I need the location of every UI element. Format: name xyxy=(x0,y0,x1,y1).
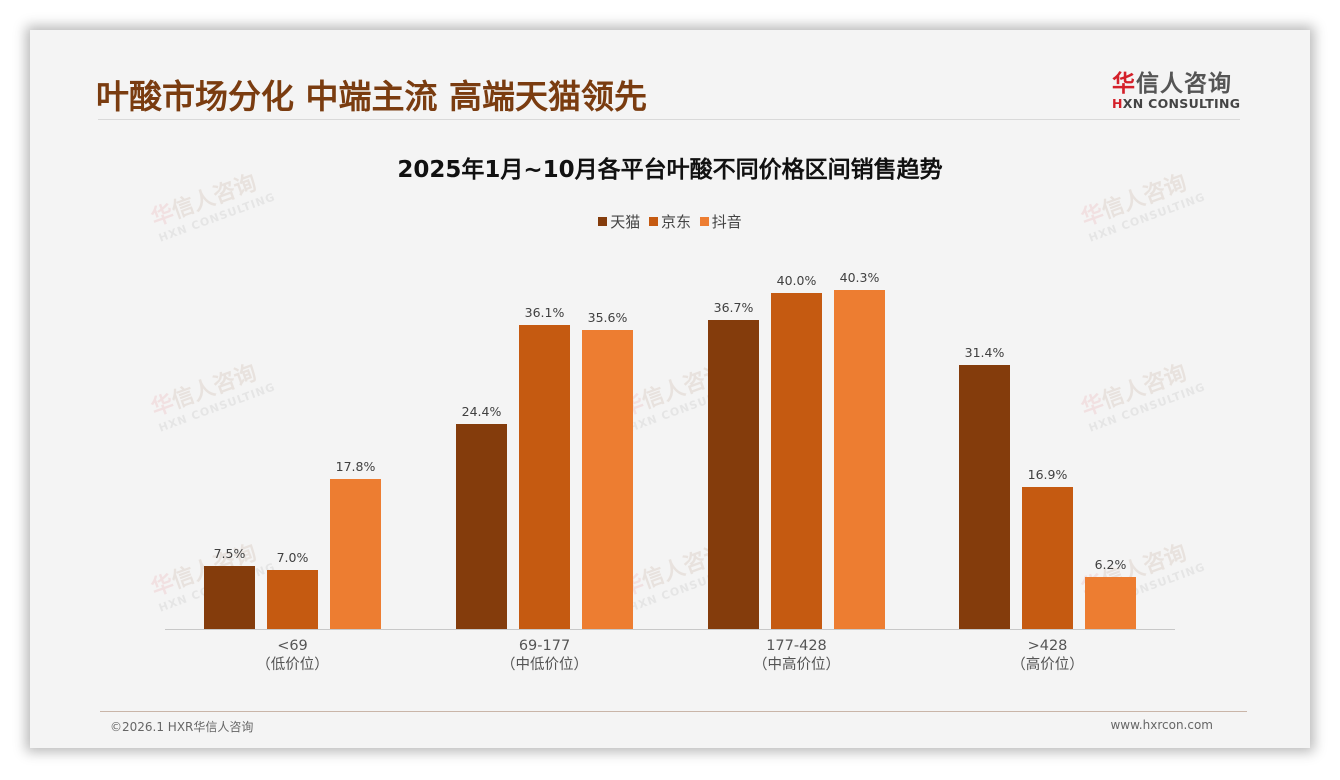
data-label: 36.7% xyxy=(713,300,754,315)
slide: 华信人咨询 HXN CONSULTING 华信人咨询 HXN CONSULTIN… xyxy=(30,30,1310,748)
company-logo: 华信人咨询 HXN CONSULTING xyxy=(1112,64,1240,111)
header-divider xyxy=(98,119,1240,120)
data-label: 7.0% xyxy=(276,550,309,565)
category-range: >428 xyxy=(1027,638,1068,654)
data-label: 40.3% xyxy=(839,270,880,285)
category-tier: （低价位） xyxy=(256,657,329,673)
bar xyxy=(330,479,381,629)
category-tier: （中高价位） xyxy=(753,657,840,673)
data-label: 7.5% xyxy=(213,546,246,561)
category-tier: （高价位） xyxy=(1011,657,1084,673)
bar xyxy=(519,325,570,629)
bar xyxy=(456,424,507,629)
bar xyxy=(959,365,1010,629)
footer-divider xyxy=(100,711,1247,712)
category-range: <69 xyxy=(277,638,308,654)
data-label: 24.4% xyxy=(461,404,502,419)
chart-title: 2025年1月~10月各平台叶酸不同价格区间销售趋势 xyxy=(397,157,943,183)
bar xyxy=(1085,577,1136,629)
x-axis-category-label: 177-428 （中高价位） xyxy=(697,637,897,675)
bar-chart-plot: 7.5% 7.0% 17.8% <69 （低价位） 24.4% 36.1% 35.6% 69-1… xyxy=(30,30,1310,748)
legend-item-tmall: 天猫 xyxy=(598,211,640,232)
data-label: 35.6% xyxy=(587,310,628,325)
footer-copyright: ©2026.1 HXR华信人咨询 xyxy=(110,720,254,734)
category-tier: （中低价位） xyxy=(501,657,588,673)
page-title: 叶酸市场分化 中端主流 高端天猫领先 xyxy=(96,77,647,116)
data-label: 16.9% xyxy=(1027,467,1068,482)
bar xyxy=(1022,487,1073,629)
data-label: 31.4% xyxy=(964,345,1005,360)
chart-legend: 天猫 京东 抖音 xyxy=(30,211,1310,232)
data-label: 36.1% xyxy=(524,305,565,320)
x-axis-category-label: <69 （低价位） xyxy=(193,637,393,675)
bar xyxy=(582,330,633,629)
data-label: 40.0% xyxy=(776,273,817,288)
logo-chinese: 华信人咨询 xyxy=(1112,71,1232,97)
x-axis-line xyxy=(165,629,1175,630)
footer-website: www.hxrcon.com xyxy=(1110,718,1213,732)
legend-swatch-icon xyxy=(598,217,608,226)
category-range: 69-177 xyxy=(518,638,571,654)
legend-swatch-icon xyxy=(648,217,658,226)
bar xyxy=(267,570,318,629)
bar xyxy=(204,566,255,629)
bar xyxy=(834,290,885,629)
category-range: 177-428 xyxy=(766,638,827,654)
x-axis-category-label: >428 （高价位） xyxy=(948,637,1148,675)
bar xyxy=(771,293,822,629)
logo-english: HXN CONSULTING xyxy=(1112,96,1241,111)
legend-item-douyin: 抖音 xyxy=(699,211,742,232)
legend-item-jd: 京东 xyxy=(648,211,691,232)
data-label: 6.2% xyxy=(1094,557,1127,572)
bar xyxy=(708,320,759,629)
legend-swatch-icon xyxy=(699,217,709,226)
data-label: 17.8% xyxy=(335,459,376,474)
x-axis-category-label: 69-177 （中低价位） xyxy=(445,637,645,675)
